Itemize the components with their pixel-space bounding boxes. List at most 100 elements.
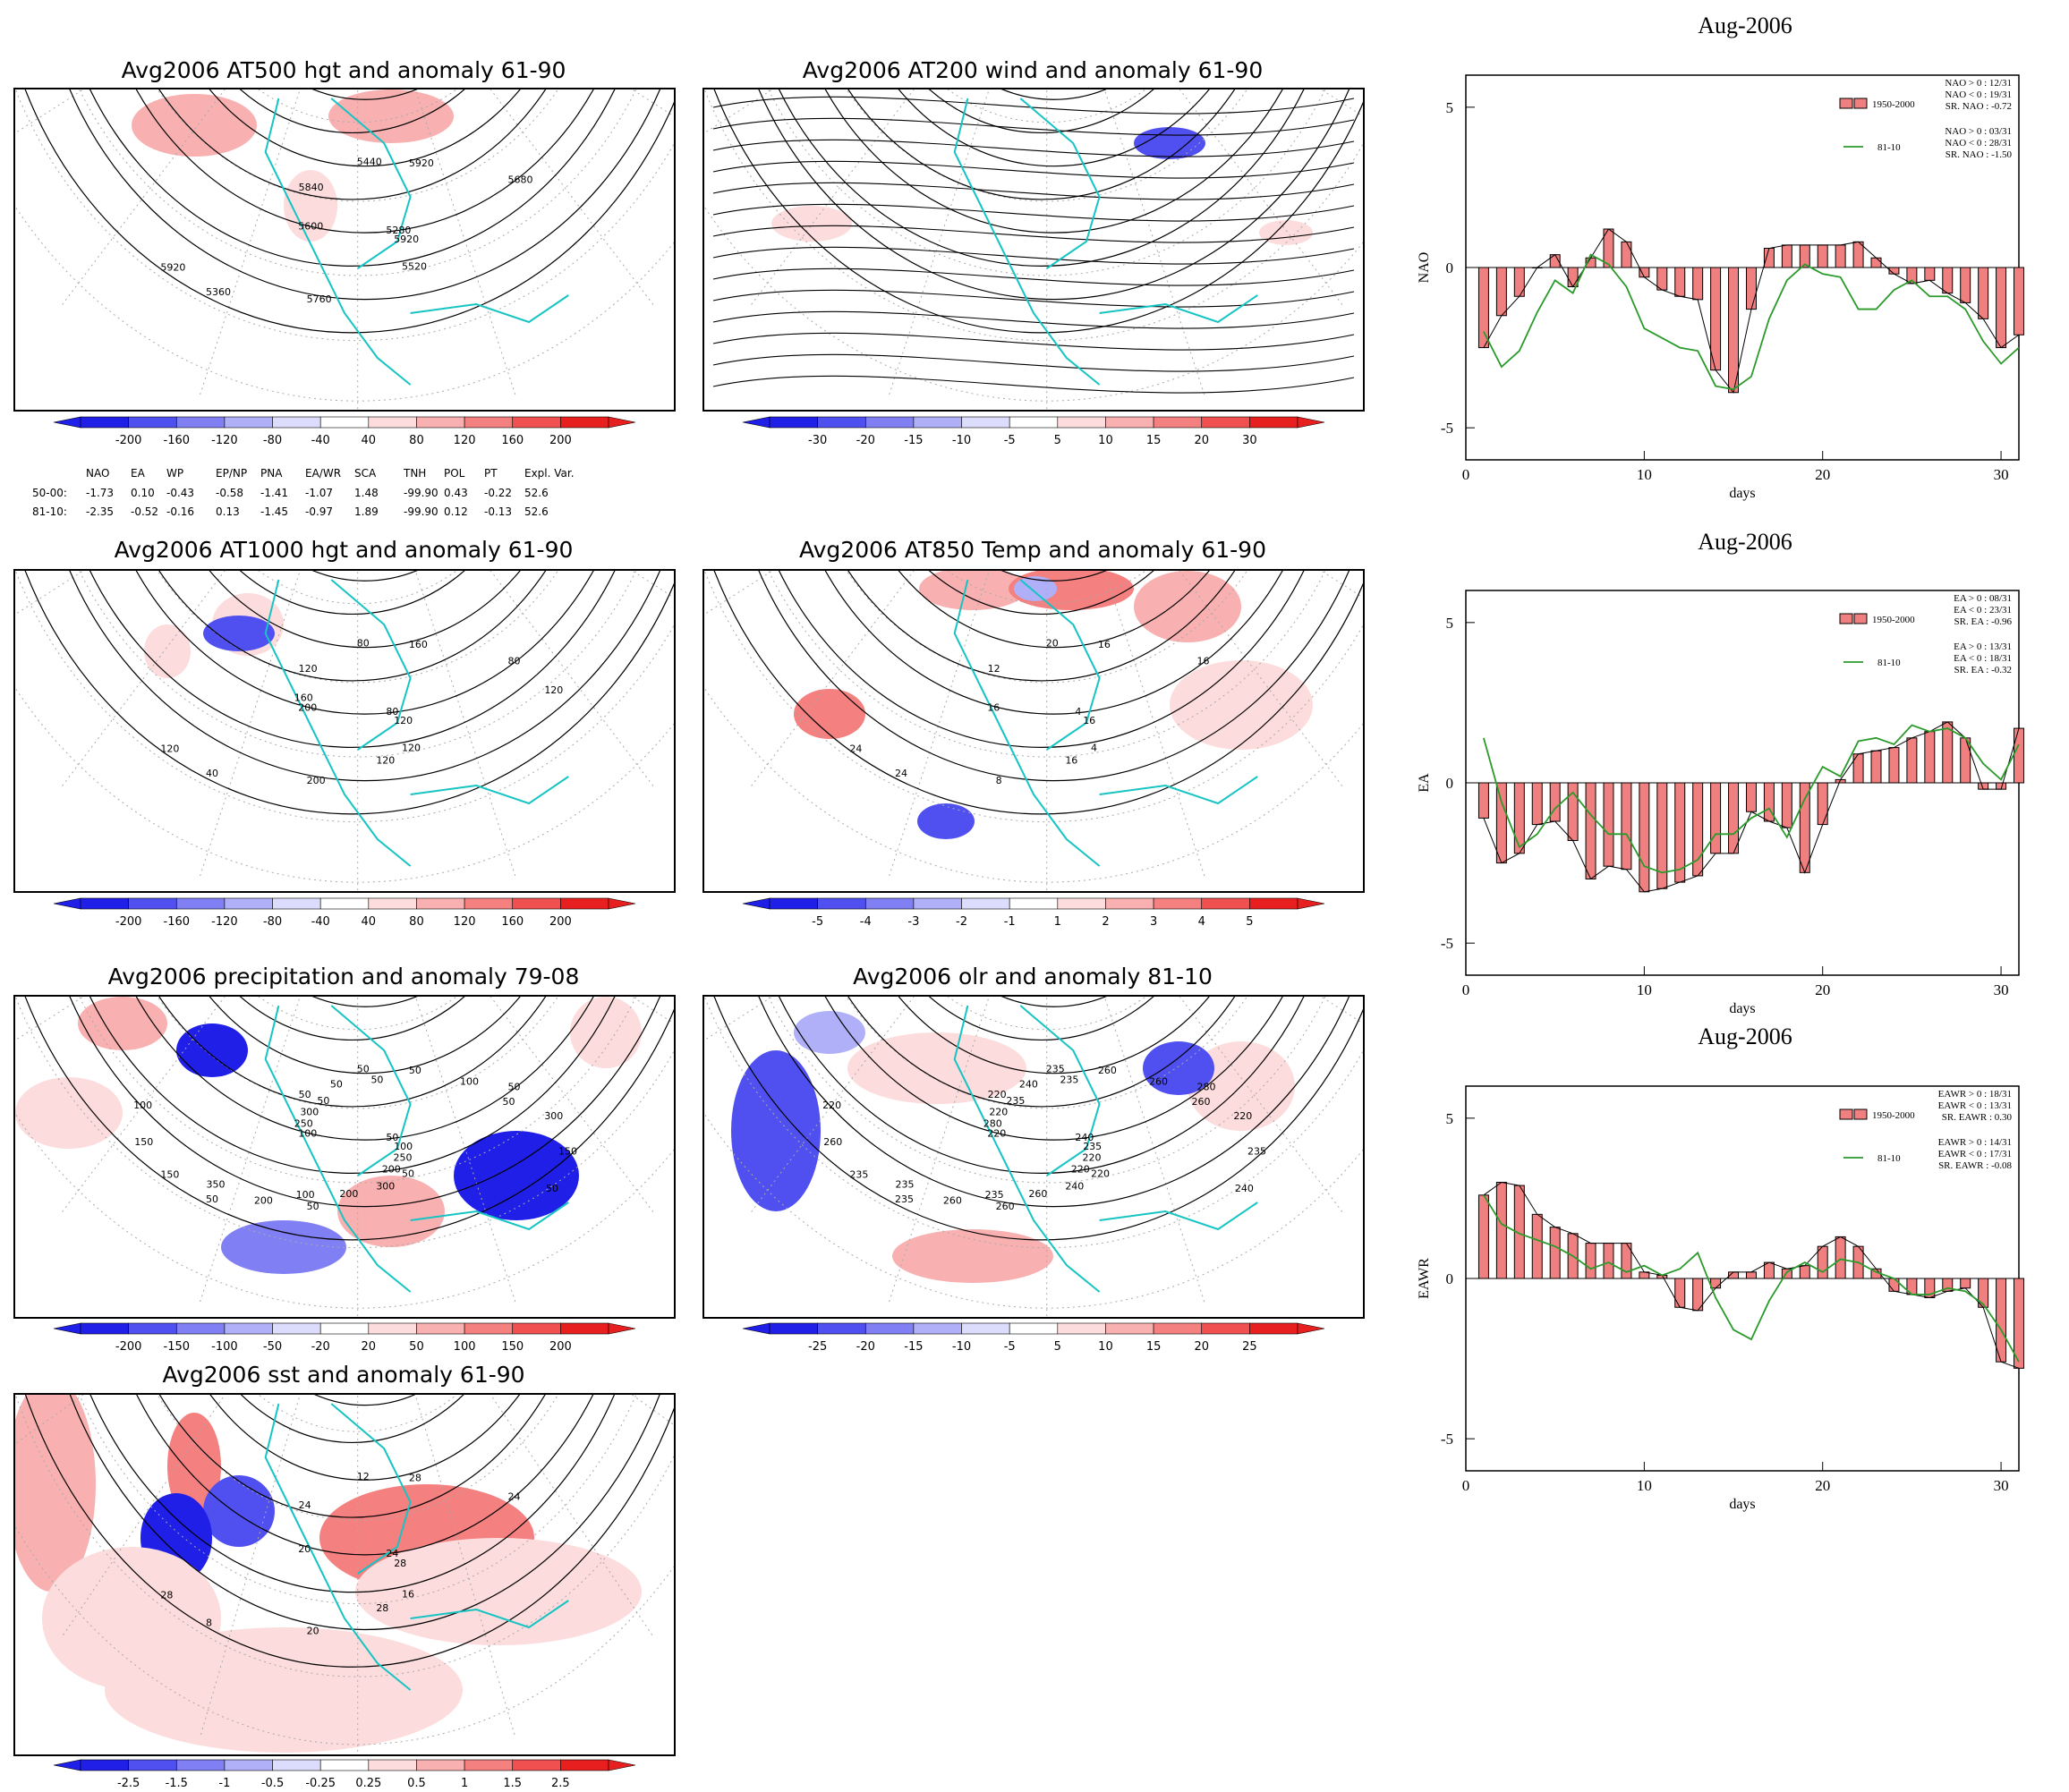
- legend-bar-stat: SR. EA : -0.96: [1954, 616, 2013, 627]
- colorbar-u200: -30 -20 -15 -10 -5 5 10 15 20 30: [742, 416, 1325, 449]
- bar: [1942, 267, 1954, 294]
- colorbar-cell: [1009, 1322, 1059, 1335]
- contour-line: [158, 89, 547, 200]
- contour-label: 50: [507, 1082, 520, 1093]
- colorbar-arrow-left: [53, 1759, 81, 1771]
- colorbar-cell: [1153, 416, 1203, 429]
- contour-label: 24: [386, 1548, 398, 1559]
- contour-line: [713, 997, 1363, 1241]
- contour-line: [928, 571, 1154, 615]
- colorbar-tick-label: -2: [956, 915, 967, 929]
- streamline: [712, 353, 1355, 372]
- colorbar-cell: [1249, 1322, 1298, 1335]
- contour-label: 120: [394, 715, 413, 726]
- colorbar-cell: [961, 897, 1010, 910]
- stats-value-cell: 0.43: [444, 487, 468, 499]
- colorbar-cell: [1057, 1322, 1106, 1335]
- bar: [1960, 267, 1971, 303]
- bar: [1477, 782, 1489, 819]
- contour-label: 50: [409, 1065, 421, 1076]
- contour-label: 150: [558, 1145, 577, 1157]
- map-title-prcp: Avg2006 precipitation and anomaly 79-08: [107, 964, 580, 989]
- colorbar-cell: [128, 416, 177, 429]
- contour-label: 5680: [507, 174, 532, 186]
- contour-label: 160: [294, 692, 313, 703]
- colorbar-cell: [961, 1322, 1010, 1335]
- legend-bar-label: 1950-2000: [1872, 1110, 1915, 1121]
- contour-line: [136, 1395, 594, 1556]
- stats-header-cell: TNH: [403, 467, 426, 480]
- bar: [1674, 267, 1686, 297]
- contour-label: 50: [307, 1201, 319, 1212]
- colorbar-arrow-right: [608, 1322, 636, 1335]
- colorbar-tick-label: 150: [501, 1340, 524, 1354]
- contour-line: [311, 571, 418, 582]
- contour-label: 16: [1196, 656, 1209, 667]
- colorbar-arrow-left: [742, 1322, 771, 1335]
- bar: [1621, 241, 1632, 268]
- colorbar-tick-label: -15: [904, 1340, 923, 1354]
- contour-label: 5280: [386, 225, 411, 236]
- contour-label: 50: [502, 1096, 515, 1108]
- bar: [1852, 241, 1864, 268]
- contour-line: [311, 997, 418, 1007]
- eawr-chart-title: Aug-2006: [1698, 1023, 1792, 1049]
- bar: [1799, 1265, 1810, 1279]
- contour-line: [779, 571, 1305, 748]
- colorbar-tick-label: -120: [211, 915, 238, 929]
- colorbar-cell: [319, 416, 370, 429]
- anomaly-shade: [203, 616, 275, 651]
- contour-label: 220: [989, 1106, 1008, 1117]
- colorbar-prcp: -200 -150 -100 -50 -20 20 50 100 150 200: [53, 1322, 636, 1355]
- contour-label: 235: [895, 1193, 914, 1205]
- contour-label: 5920: [394, 234, 419, 245]
- bar: [1906, 737, 1918, 784]
- colorbar-t850: -5 -4 -3 -2 -1 1 2 3 4 5: [742, 897, 1325, 930]
- colorbar-arrow-right: [608, 1759, 636, 1771]
- colorbar-sst: -2.5 -1.5 -1 -0.5 -0.25 0.25 0.5 1 1.5 2.5: [53, 1759, 636, 1790]
- contour-line: [239, 89, 465, 133]
- anomaly-shade: [731, 1050, 821, 1211]
- stats-value-cell: -1.07: [305, 487, 333, 499]
- stats-header-cell: EA/WR: [305, 467, 341, 480]
- y-tick-label: -5: [1441, 1431, 1453, 1448]
- contour-line: [758, 571, 1350, 782]
- anomaly-shade: [454, 1131, 579, 1220]
- contour-line: [240, 1395, 464, 1443]
- colorbar-cell: [913, 897, 962, 910]
- stats-header-cell: SCA: [354, 467, 377, 480]
- stats-value-cell: 0.12: [444, 505, 468, 518]
- contour-label: 20: [307, 1625, 319, 1636]
- contour-label: 16: [1065, 755, 1077, 767]
- contour-line: [713, 571, 1363, 815]
- y-tick-label: -5: [1441, 935, 1453, 952]
- longitude-gridline: [200, 997, 301, 1303]
- bar: [1710, 1278, 1722, 1289]
- coastline: [264, 98, 569, 386]
- stats-value-cell: -99.90: [404, 487, 438, 499]
- x-tick-label: 20: [1815, 466, 1830, 483]
- contour-label: 28: [160, 1589, 173, 1601]
- bar: [1924, 267, 1936, 281]
- contour-label: 5840: [299, 182, 324, 193]
- colorbar-tick-label: 0.25: [355, 1777, 381, 1790]
- colorbar-tick-label: -10: [952, 434, 971, 447]
- bar-connector-line: [1483, 1181, 2020, 1369]
- stats-value-cell: -0.13: [484, 505, 512, 518]
- longitude-gridline: [750, 89, 915, 307]
- contour-line: [847, 571, 1236, 682]
- colorbar-tick-label: -160: [164, 434, 191, 447]
- contour-line: [239, 571, 465, 615]
- colorbar-tick-label: 200: [549, 915, 572, 929]
- colorbar-cell: [769, 897, 818, 910]
- bar: [1996, 267, 2007, 349]
- bar: [1781, 782, 1792, 828]
- bar: [1781, 244, 1792, 268]
- nao-chart: 5 0 -5 0 10 20 30 days NAO 1950-2000 NAO > 0 : 12/…: [1396, 54, 2040, 510]
- colorbar-tick-label: 80: [409, 434, 424, 447]
- longitude-gridline: [1320, 89, 1363, 117]
- contour-label: 28: [394, 1558, 406, 1569]
- colorbar-tick-label: 30: [1242, 434, 1257, 447]
- stats-value-cell: -0.58: [216, 487, 243, 499]
- longitude-gridline: [1103, 89, 1205, 395]
